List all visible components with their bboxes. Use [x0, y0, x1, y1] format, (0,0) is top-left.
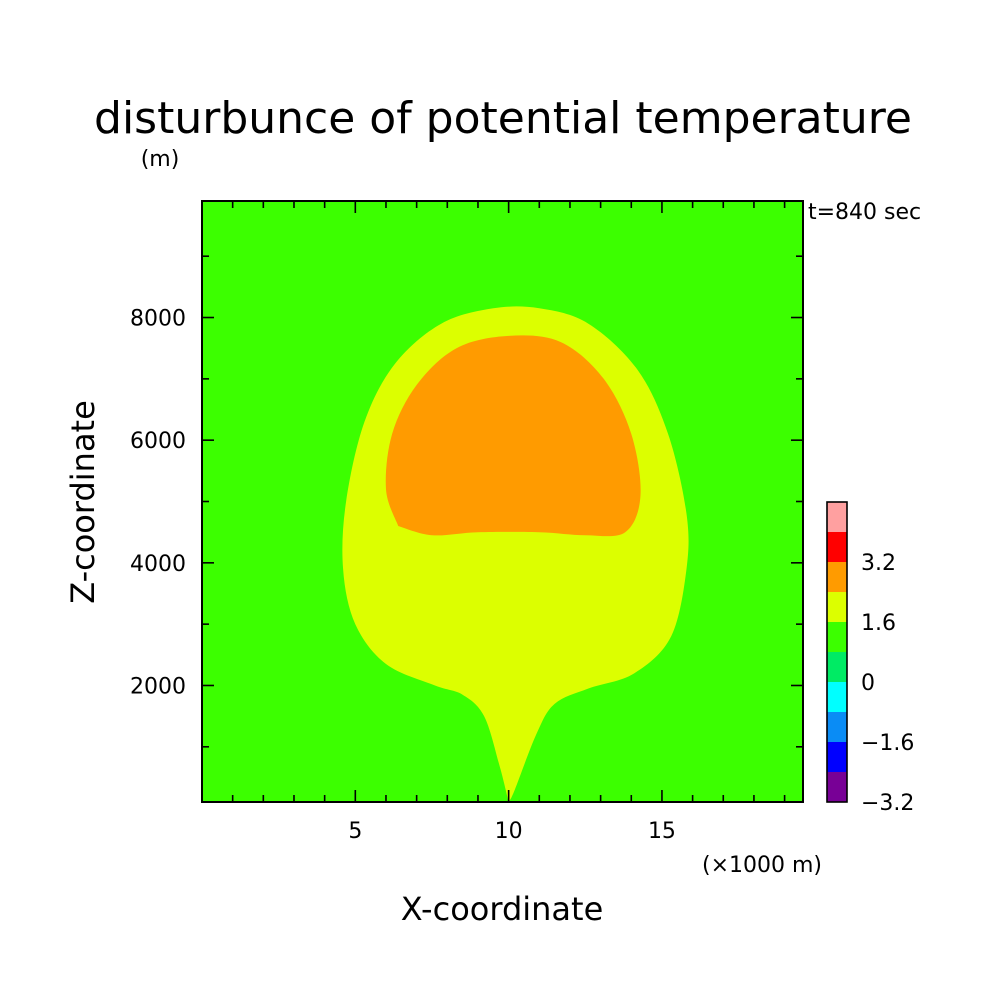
- colorbar-swatch: [827, 532, 847, 562]
- colorbar-swatch: [827, 652, 847, 682]
- tick-layer: [202, 201, 803, 802]
- time-annotation: t=840 sec: [808, 200, 921, 225]
- y-axis-label: Z-coordinate: [64, 400, 102, 604]
- colorbar-label: −3.2: [861, 791, 914, 816]
- colorbar-swatch: [827, 622, 847, 652]
- chart-subtitle: (m): [141, 147, 180, 172]
- colorbar-swatch: [827, 712, 847, 742]
- x-axis-label: X-coordinate: [401, 890, 604, 928]
- x-tick-label: 15: [648, 819, 676, 844]
- colorbar-label: −1.6: [861, 731, 914, 756]
- x-unit-label: (×1000 m): [702, 853, 822, 878]
- colorbar-label: 0: [861, 671, 875, 696]
- colorbar-swatch: [827, 502, 847, 532]
- y-tick-labels: 2000 4000 6000 8000: [130, 307, 186, 700]
- colorbar-swatch: [827, 592, 847, 622]
- x-tick-labels: 5 10 15: [348, 819, 676, 844]
- colorbar-swatch: [827, 682, 847, 712]
- plot-area: [201, 200, 804, 803]
- x-tick-label: 5: [348, 819, 362, 844]
- y-tick-label: 4000: [130, 552, 186, 577]
- contour-region-layer: [342, 306, 689, 802]
- colorbar-label: 3.2: [861, 551, 896, 576]
- colorbar-swatch: [827, 562, 847, 592]
- y-tick-label: 8000: [130, 307, 186, 332]
- y-tick-label: 2000: [130, 674, 186, 699]
- x-tick-label: 10: [495, 819, 523, 844]
- contour-region-2: [385, 335, 641, 537]
- colorbar-swatch: [827, 742, 847, 772]
- colorbar-frame: [826, 501, 848, 803]
- y-tick-label: 6000: [130, 429, 186, 454]
- colorbar-label: 1.6: [861, 611, 896, 636]
- colorbar-swatch: [827, 772, 847, 802]
- chart-title: disturbunce of potential temperature: [94, 93, 912, 144]
- colorbar: 3.2 1.6 0 −1.6 −3.2: [826, 501, 914, 816]
- plot-frame: [201, 200, 804, 803]
